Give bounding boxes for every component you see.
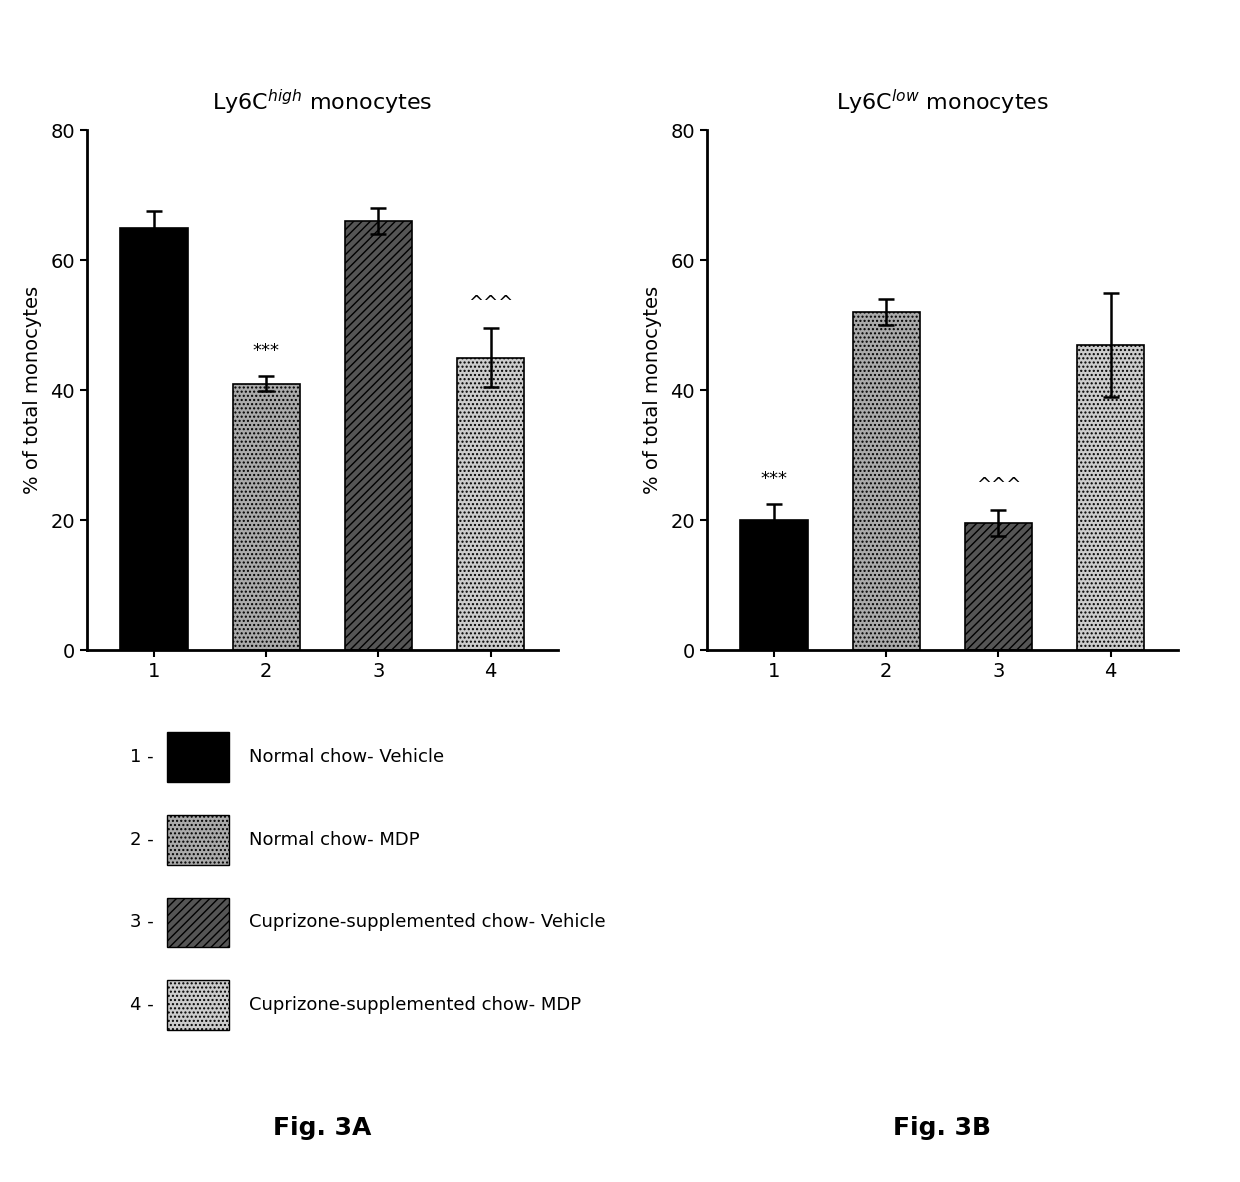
Text: ***: *** <box>760 469 787 488</box>
Text: ^^^: ^^^ <box>976 476 1022 494</box>
Bar <box>120 227 187 650</box>
Bar <box>167 980 228 1030</box>
Text: Cuprizone-supplemented chow- Vehicle: Cuprizone-supplemented chow- Vehicle <box>249 914 606 931</box>
Text: 4 -: 4 - <box>130 996 154 1014</box>
Text: Cuprizone-supplemented chow- MDP: Cuprizone-supplemented chow- MDP <box>249 996 582 1014</box>
Bar <box>965 524 1032 650</box>
Text: Normal chow- MDP: Normal chow- MDP <box>249 831 420 849</box>
Title: Ly6C$^{high}$ monocytes: Ly6C$^{high}$ monocytes <box>212 89 433 117</box>
Text: ^^^: ^^^ <box>467 294 513 312</box>
Bar <box>458 357 525 650</box>
Bar <box>167 732 228 781</box>
Bar <box>167 897 228 947</box>
Text: Fig. 3A: Fig. 3A <box>273 1116 372 1139</box>
Title: Ly6C$^{low}$ monocytes: Ly6C$^{low}$ monocytes <box>836 89 1049 117</box>
Bar <box>345 221 412 650</box>
Text: Fig. 3B: Fig. 3B <box>893 1116 992 1139</box>
Y-axis label: % of total monocytes: % of total monocytes <box>24 286 42 494</box>
Text: 3 -: 3 - <box>130 914 154 931</box>
Text: ***: *** <box>253 342 280 359</box>
Text: Normal chow- Vehicle: Normal chow- Vehicle <box>249 748 444 766</box>
Text: 2 -: 2 - <box>130 831 154 849</box>
Bar <box>1078 345 1145 650</box>
Bar <box>853 312 920 650</box>
Y-axis label: % of total monocytes: % of total monocytes <box>644 286 662 494</box>
Bar <box>233 383 300 650</box>
Bar <box>167 814 228 864</box>
Text: 1 -: 1 - <box>130 748 154 766</box>
Bar <box>740 520 807 650</box>
